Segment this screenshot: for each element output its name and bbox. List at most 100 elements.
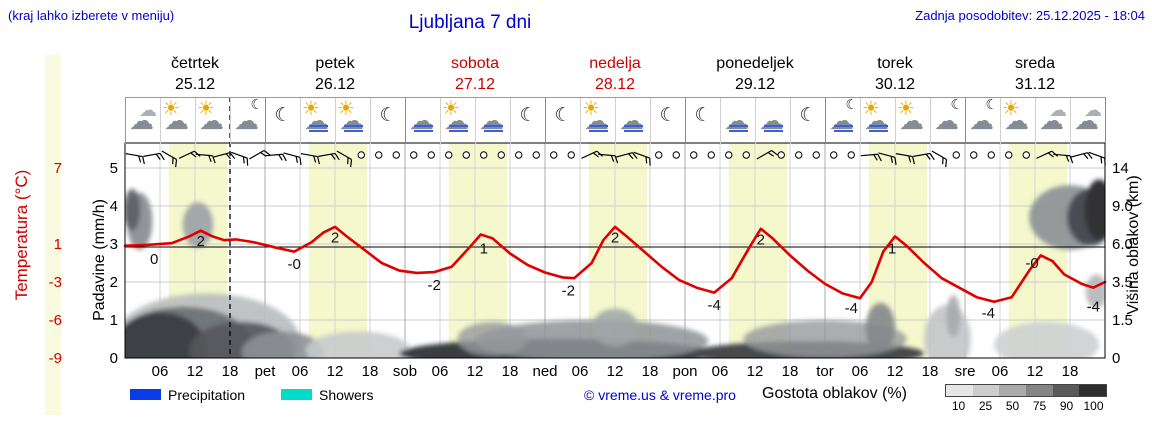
temperature-value-label: -4	[707, 297, 720, 314]
wind-barb-icon	[249, 149, 271, 160]
wind-barb-icon	[161, 150, 178, 168]
cloud-icon: ☁	[829, 106, 854, 135]
moon-icon: ☾	[250, 97, 263, 113]
cloud-icon: ☁	[724, 106, 749, 135]
day-name: nedelja	[589, 55, 641, 72]
x-axis-label: 06	[992, 363, 1009, 380]
weather-icon-cell: ☾	[266, 98, 301, 144]
cloud-density-value: 90	[1059, 399, 1074, 413]
x-axis-label: 12	[1027, 363, 1044, 380]
wind-calm-icon	[795, 151, 803, 159]
last-updated: Zadnja posodobitev: 25.12.2025 - 18:04	[915, 8, 1145, 23]
wind-barb-icon	[931, 150, 948, 168]
rain-icon	[834, 130, 853, 132]
day-name: sobota	[451, 55, 499, 72]
cloud-height-tick-label: 14	[1112, 160, 1129, 177]
weather-icon-cell: ☀ ☁	[336, 98, 371, 144]
wind-barb-icon	[195, 153, 216, 164]
wind-calm-icon	[410, 151, 418, 159]
day-name: petek	[315, 55, 355, 72]
credit-link[interactable]: © vreme.us & vreme.pro	[584, 387, 736, 403]
cloud-icon: ☁	[164, 106, 189, 135]
page-title: Ljubljana 7 dni	[408, 12, 532, 33]
wind-barb-icon	[265, 153, 287, 162]
x-axis-label: 18	[1062, 363, 1079, 380]
wind-barb-icon	[336, 150, 353, 168]
cloud-icon: ☁	[339, 106, 364, 135]
wind-calm-icon	[1022, 151, 1030, 159]
cloud-density-swatch	[1052, 385, 1080, 396]
weather-icon-cell: ☁ ☁	[1071, 98, 1106, 144]
wind-barb-icon	[1088, 151, 1106, 166]
rain-icon	[484, 125, 503, 127]
sun-icon: ☀	[582, 96, 600, 120]
cloud-density-swatch	[999, 385, 1027, 396]
weather-icon-cell: ☁ ☁	[1036, 98, 1071, 144]
cloud-height-tick-label: 1.5	[1112, 312, 1133, 329]
cloud-icon: ☁	[619, 106, 644, 135]
wind-barb-icon	[143, 152, 165, 161]
day-name: ponedeljek	[716, 55, 794, 72]
wind-barb-icon	[598, 153, 619, 164]
x-axis-label: 06	[712, 363, 729, 380]
rain-icon	[764, 125, 783, 127]
cloud-height-tick-label: 6.0	[1112, 236, 1133, 253]
cloud-layer	[125, 179, 1105, 358]
x-axis-label: 06	[572, 363, 589, 380]
cloud-icon: ☁	[304, 106, 329, 135]
daylight-band	[308, 143, 368, 358]
wind-barb-icon	[231, 151, 249, 166]
moon-icon: ☾	[519, 104, 537, 126]
cloud-density-swatch	[1026, 385, 1053, 396]
cloud-density-value: 50	[1005, 399, 1020, 413]
temperature-line	[123, 225, 1107, 304]
x-axis-label: 06	[292, 363, 309, 380]
temperature-value-label: -4	[1087, 299, 1100, 316]
sun-icon: ☀	[162, 96, 180, 120]
weather-icon-cell: ☁ ☁	[126, 98, 161, 144]
x-axis-label: ned	[532, 363, 557, 380]
rain-icon	[449, 125, 468, 127]
sun-icon: ☀	[1002, 96, 1020, 120]
wind-calm-icon	[987, 151, 995, 159]
x-axis-label: sob	[393, 363, 417, 380]
wind-barb-icon	[125, 153, 145, 165]
x-axis-label: 12	[747, 363, 764, 380]
x-axis-label: 18	[362, 363, 379, 380]
rain-icon	[414, 125, 433, 127]
x-axis-label: 18	[922, 363, 939, 380]
wind-calm-icon	[550, 151, 558, 159]
day-date: 25.12	[175, 76, 215, 93]
weather-icon-cell: ☀ ☁	[581, 98, 616, 144]
sun-icon: ☀	[897, 96, 915, 120]
moon-icon: ☾	[950, 97, 963, 113]
moon-icon: ☾	[694, 104, 712, 126]
precipitation-legend-swatch	[130, 389, 161, 400]
wind-calm-icon	[375, 151, 383, 159]
weather-icon-row: ☁ ☁ ☀ ☁ ☀ ☁ ☾ ☁ ☾ ☀ ☁ ☀ ☁ ☾ ☁ ☀ ☁ ☁ ☾ ☾ ☀ ☁ ☁ ☾ ☾ ☁ ☁ ☾ ☾ ☁ ☀ ☁ ☀ ☁ ☾ ☁ ☾ ☁ ☀ ☁…	[125, 97, 1106, 144]
weather-icon-cell: ☾	[651, 98, 686, 144]
cloud-height-tick-label: 9.0	[1112, 198, 1133, 215]
rain-icon	[624, 125, 643, 127]
day-name: torek	[877, 55, 914, 72]
day-date: 30.12	[875, 76, 915, 93]
moon-icon: ☾	[985, 97, 998, 113]
precip-tick-label: 0	[110, 350, 118, 367]
cloud-icon: ☁	[1049, 100, 1067, 121]
temperature-value-label: -4	[982, 305, 995, 322]
wind-calm-icon	[427, 151, 435, 159]
precip-tick-label: 2	[110, 274, 118, 291]
rain-icon	[414, 130, 433, 132]
wind-calm-icon	[970, 151, 978, 159]
cloud-icon: ☁	[1084, 100, 1102, 121]
rain-icon	[589, 130, 608, 132]
weather-icon-cell: ☀ ☁	[861, 98, 896, 144]
cloud-density-value: 10	[951, 399, 966, 413]
wind-barb-icon	[178, 150, 201, 159]
precip-tick-label: 1	[110, 312, 118, 329]
day-name: četrtek	[171, 55, 220, 72]
showers-legend-swatch	[281, 389, 312, 400]
wind-calm-icon	[952, 151, 960, 159]
precip-tick-label: 4	[110, 198, 118, 215]
